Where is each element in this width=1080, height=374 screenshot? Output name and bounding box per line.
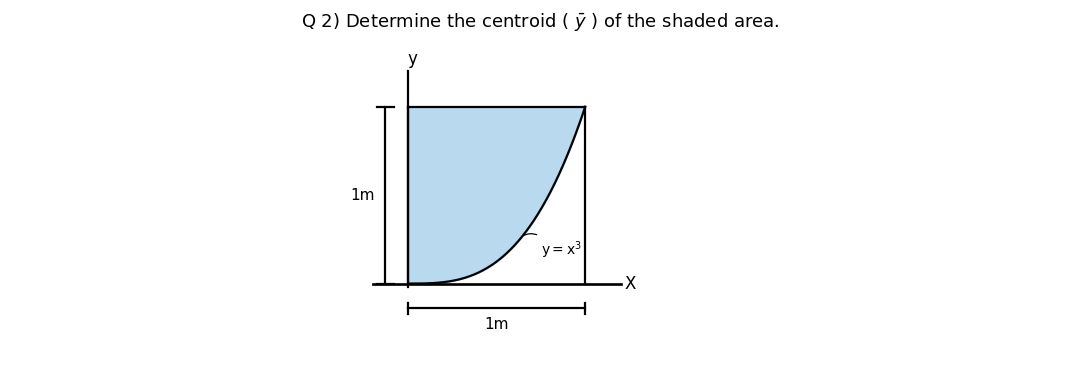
Text: 1m: 1m — [350, 188, 375, 203]
Text: y: y — [407, 50, 417, 68]
Text: X: X — [624, 275, 635, 292]
Text: $\mathregular{y=x^3}$: $\mathregular{y=x^3}$ — [541, 239, 582, 261]
Text: Q 2) Determine the centroid ( $\bar{y}$ ) of the shaded area.: Q 2) Determine the centroid ( $\bar{y}$ … — [300, 11, 780, 33]
Text: 1m: 1m — [485, 317, 509, 332]
